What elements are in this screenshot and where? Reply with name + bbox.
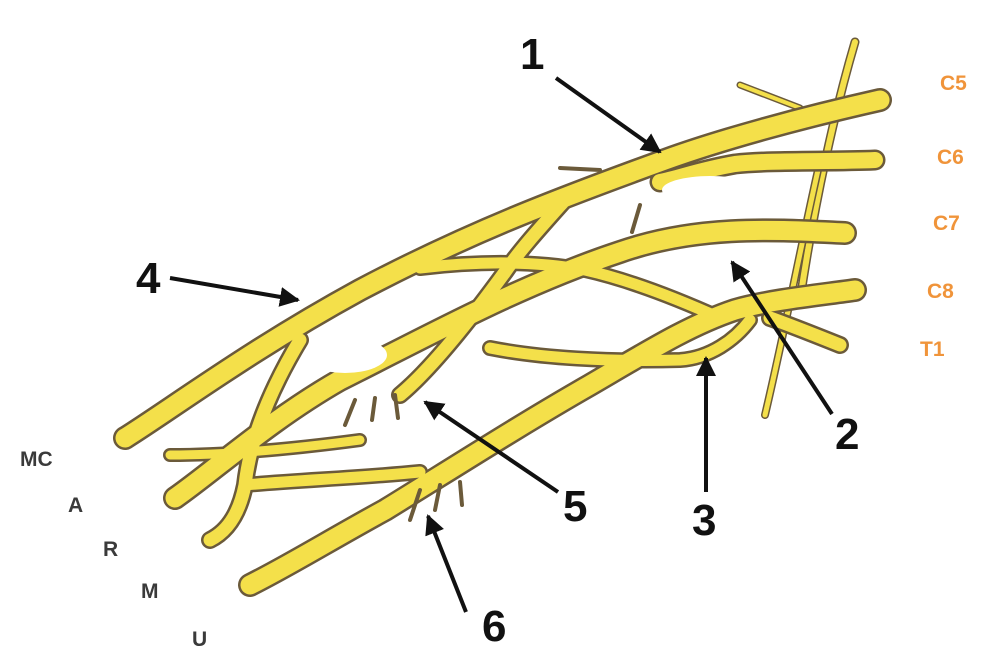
side-twig-1-fill: [738, 83, 802, 110]
highlight-gaps: [303, 176, 758, 373]
root-label-c6: C6: [937, 146, 964, 169]
twig: [393, 393, 400, 420]
arrow-2: [730, 260, 834, 416]
gap: [733, 244, 757, 260]
callout-number-6: 6: [482, 602, 507, 651]
twig: [408, 488, 422, 522]
root-label-c5: C5: [940, 72, 967, 95]
arrow-1: [554, 76, 662, 154]
nerve-fill-t1: [763, 311, 847, 352]
callout-number-4: 4: [136, 254, 161, 303]
nerve-fill-crossing-1: [393, 193, 572, 402]
nerve-fill-lower-bundle: [165, 435, 365, 460]
twig: [458, 480, 464, 507]
terminal-label-a: A: [68, 494, 84, 517]
twig: [343, 398, 357, 427]
twig: [558, 166, 602, 172]
terminal-label-m: M: [141, 580, 159, 603]
root-label-c7: C7: [933, 212, 960, 235]
callout-number-3: 3: [692, 496, 717, 545]
twig: [370, 396, 377, 422]
nerve-fill-c5: [115, 90, 890, 448]
branch-twigs: [343, 166, 642, 522]
nerve-fill-crossing-3: [484, 314, 756, 366]
nerve-fill-c6: [652, 152, 883, 190]
root-label-c8: C8: [927, 280, 954, 303]
arrow-6: [425, 514, 468, 613]
gap: [662, 176, 758, 204]
nerve-fill-median-loop: [203, 333, 307, 547]
twig: [630, 203, 642, 234]
callout-arrows: [169, 76, 834, 613]
root-label-t1: T1: [920, 338, 945, 361]
callout-number-2: 2: [835, 410, 860, 459]
arrow-5: [423, 400, 560, 494]
callout-number-5: 5: [563, 482, 588, 531]
nerve-fill-crossing-2: [414, 257, 726, 324]
twig: [433, 483, 442, 512]
callout-number-1: 1: [520, 30, 545, 79]
terminal-label-r: R: [103, 538, 119, 561]
arrow-4: [169, 276, 300, 307]
gap: [303, 337, 387, 373]
terminal-label-u: U: [192, 628, 208, 651]
terminal-label-mc: MC: [20, 448, 53, 471]
nerve-fill-ulnar-loop: [239, 466, 426, 491]
